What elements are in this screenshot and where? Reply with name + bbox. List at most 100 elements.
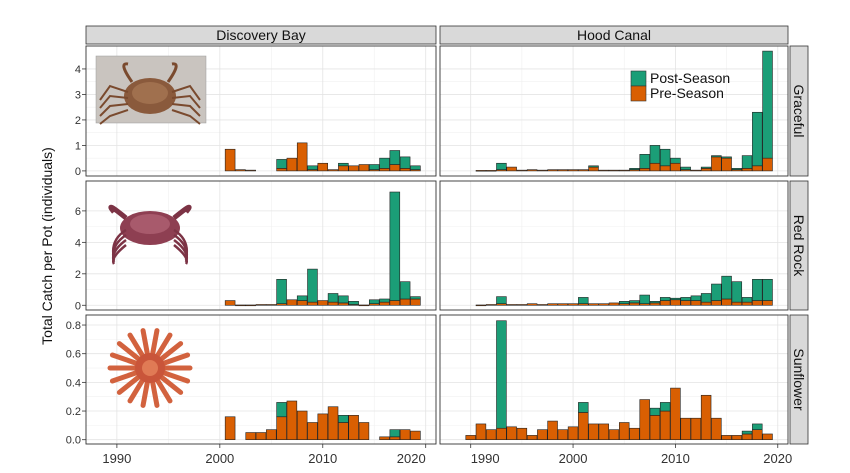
bar-pre-season [399,298,411,306]
bar-post-season [496,320,507,429]
crab-leg [99,103,129,117]
bar-post-season [711,155,722,158]
bar-post-season [680,166,691,170]
bar-pre-season [588,423,599,440]
bar-pre-season [762,157,773,172]
bar-pre-season [348,415,359,441]
y-tick-label: 0 [75,166,81,178]
bar-pre-season [537,169,548,172]
bar-pre-season [567,303,579,306]
bar-post-season [670,297,681,301]
y-tick-label: 4 [75,64,81,76]
bar-post-season [338,162,349,167]
bar-pre-season [235,169,246,172]
legend: Post-Season Pre-Season [630,70,730,102]
bar-post-season [307,165,318,170]
panel-border [439,45,789,177]
bar-post-season [649,301,661,304]
bar-post-season [690,295,702,301]
bar-post-season [296,295,308,301]
bar-pre-season [506,426,517,440]
bar-pre-season [588,303,599,306]
bar-pre-season [286,299,298,306]
y-tick-label: 0.4 [66,377,81,389]
bar-post-season [731,281,743,303]
bar-pre-season [711,156,722,172]
bar-post-season [639,154,650,169]
crab-claw [166,62,178,83]
bar-pre-season [690,417,702,441]
bar-pre-season [741,168,753,172]
bar-pre-season [338,302,349,306]
bar-pre-season [649,162,661,172]
bar-pre-season [578,412,589,441]
row-strip [789,180,809,311]
bar-pre-season [649,415,661,441]
bar-pre-season [338,422,349,441]
bar-post-season [588,165,599,168]
bar-pre-season [608,169,620,172]
bar-pre-season [379,168,390,172]
bar-pre-season [224,416,236,440]
bar-pre-season [296,300,308,306]
bar-pre-season [567,426,579,440]
x-tick-label: 2020 [763,451,792,466]
bar-post-season [410,296,421,300]
bar-post-season [659,148,671,167]
row-strip-label: Red Rock [791,215,807,277]
bar-pre-season [399,429,411,440]
bar-pre-season [670,162,681,172]
bar-pre-season [567,169,579,172]
bar-pre-season [659,410,671,440]
bar-pre-season [465,435,476,440]
panel-border [439,314,789,445]
bar-pre-season [700,301,712,306]
bar-pre-season [752,300,763,306]
bar-pre-season [338,165,349,172]
bar-pre-season [286,157,298,172]
bar-pre-season [317,300,329,306]
bar-pre-season [516,427,528,441]
bar-post-season [762,279,773,301]
bar-layer [224,50,773,441]
bar-pre-season [485,170,497,172]
bar-pre-season [276,416,287,440]
bar-post-season [752,279,763,301]
red-rock-crab-photo [108,204,192,265]
column-strip [85,25,437,45]
x-tick-label: 2000 [205,451,234,466]
bar-post-season [399,281,411,300]
bar-post-season [338,415,349,423]
bar-pre-season [762,300,773,306]
bar-pre-season [327,301,339,306]
bar-pre-season [506,304,517,306]
bar-pre-season [389,300,401,306]
bar-pre-season [619,169,630,172]
x-tick-label: 2010 [308,451,337,466]
bar-post-season [649,407,661,416]
panel-background [440,315,788,444]
panel-border [85,45,437,177]
bar-pre-season [358,164,370,172]
bar-post-season [307,268,318,303]
bar-pre-season [659,300,671,306]
bar-pre-season [266,429,277,440]
bar-pre-season [741,301,753,306]
bar-pre-season [245,169,256,172]
bar-pre-season [547,169,558,172]
bar-post-season [389,150,401,165]
bar-pre-season [296,410,308,440]
bar-pre-season [731,301,743,306]
bar-pre-season [410,298,421,306]
row-strip-label: Graceful [791,85,807,138]
bar-pre-season [276,168,287,172]
bar-pre-season [557,303,569,306]
x-tick-label: 2000 [559,451,588,466]
bar-post-season [752,111,763,167]
bar-post-season [379,157,390,169]
column-strip-label: Discovery Bay [216,27,305,43]
bar-pre-season [649,302,661,306]
bar-post-season [496,296,507,305]
bar-post-season [741,430,753,435]
bar-post-season [578,297,589,305]
